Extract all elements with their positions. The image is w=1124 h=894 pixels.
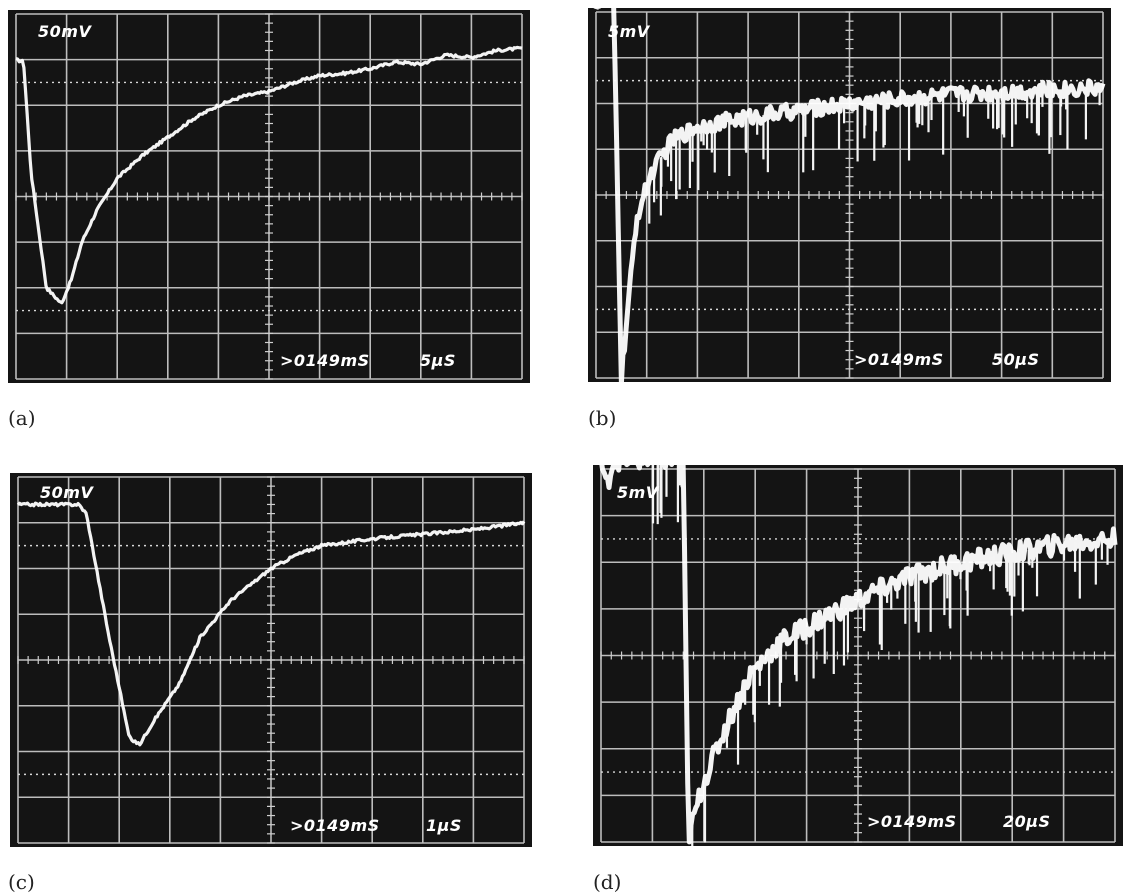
- trace-plot-b: [593, 8, 1106, 382]
- trigger-time-label: >0149mS: [290, 816, 380, 835]
- trace-plot-a: [15, 13, 523, 380]
- trigger-time-label: >0149mS: [280, 351, 370, 370]
- oscilloscope-screen-b: 5mV >0149mS 50μS: [588, 8, 1111, 382]
- signal-trace: [593, 8, 1106, 382]
- oscilloscope-screen-d: 5mV >0149mS 20μS: [593, 465, 1123, 846]
- volts-per-div-label: 50mV: [38, 22, 92, 41]
- time-per-div-label: 50μS: [992, 350, 1040, 369]
- signal-trace: [16, 501, 526, 747]
- panel-caption: (d): [593, 870, 622, 894]
- trigger-time-label: >0149mS: [867, 812, 957, 831]
- trace-plot-d: [599, 465, 1118, 846]
- time-per-div-label: 5μS: [420, 351, 456, 370]
- volts-per-div-label: 5mV: [617, 483, 659, 502]
- time-per-div-label: 1μS: [426, 816, 462, 835]
- panel-caption: (c): [8, 870, 35, 894]
- panel-caption: (b): [588, 406, 617, 430]
- oscilloscope-screen-c: 50mV >0149mS 1μS: [10, 473, 532, 847]
- signal-trace: [15, 45, 523, 305]
- trigger-time-label: >0149mS: [854, 350, 944, 369]
- signal-trace: [599, 465, 1118, 845]
- trace-plot-c: [16, 476, 526, 844]
- panel-caption: (a): [8, 406, 36, 430]
- oscilloscope-screen-a: 50mV >0149mS 5μS: [8, 10, 530, 383]
- volts-per-div-label: 5mV: [608, 22, 650, 41]
- time-per-div-label: 20μS: [1003, 812, 1051, 831]
- volts-per-div-label: 50mV: [40, 483, 94, 502]
